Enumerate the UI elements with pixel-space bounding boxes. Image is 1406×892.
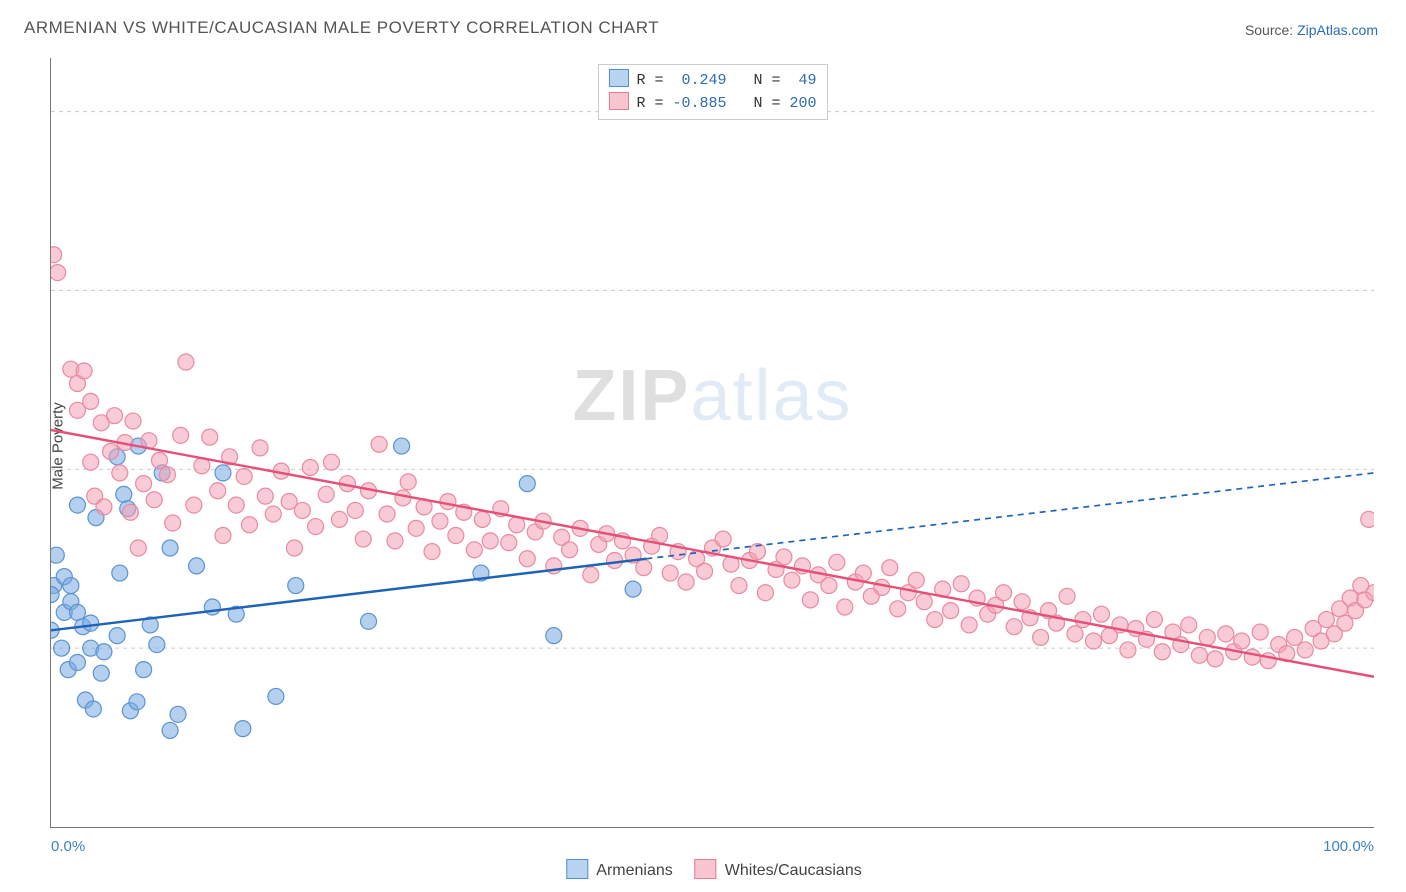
series-legend: ArmeniansWhites/Caucasians (544, 859, 861, 880)
x-tick-label: 0.0% (51, 838, 85, 855)
chart-container: ARMENIAN VS WHITE/CAUCASIAN MALE POVERTY… (0, 0, 1406, 892)
plot-area: ZIPatlas R = 0.249 N = 49R = -0.885 N = … (50, 58, 1374, 828)
correlation-legend: R = 0.249 N = 49R = -0.885 N = 200 (597, 64, 827, 120)
source-attribution: Source: ZipAtlas.com (1245, 22, 1378, 38)
source-prefix: Source: (1245, 22, 1297, 38)
series-legend-item: Whites/Caucasians (673, 862, 862, 879)
series-legend-item: Armenians (544, 862, 672, 879)
source-link[interactable]: ZipAtlas.com (1297, 22, 1378, 38)
title-bar: ARMENIAN VS WHITE/CAUCASIAN MALE POVERTY… (0, 0, 1406, 44)
x-tick-label: 100.0% (1323, 838, 1374, 855)
correlation-legend-row: R = -0.885 N = 200 (608, 92, 816, 115)
chart-title: ARMENIAN VS WHITE/CAUCASIAN MALE POVERTY… (24, 18, 659, 38)
correlation-legend-row: R = 0.249 N = 49 (608, 69, 816, 92)
chart-svg (51, 58, 1374, 827)
